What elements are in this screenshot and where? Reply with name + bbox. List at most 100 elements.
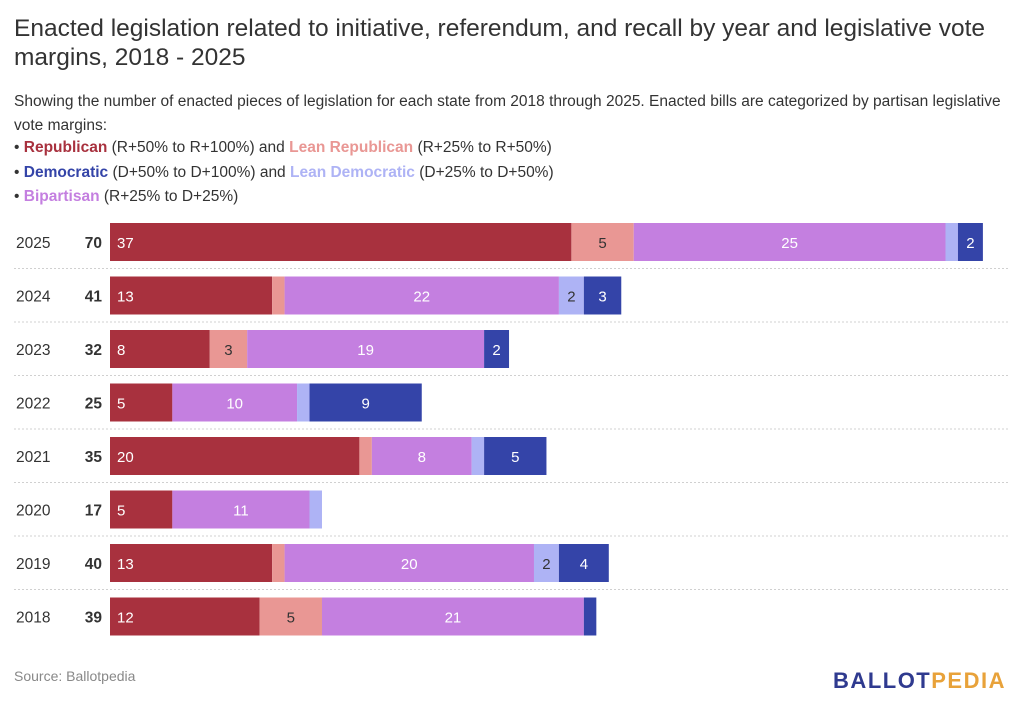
chart-title: Enacted legislation related to initiativ… [14, 15, 986, 71]
bar-segment-democratic [583, 597, 597, 636]
total-label: 17 [85, 503, 102, 520]
data-label: 20 [401, 556, 418, 573]
bar-segment-bipartisan [284, 544, 534, 582]
total-label: 39 [85, 610, 103, 627]
bar-segment-lean-democratic [471, 437, 485, 475]
bar-segment-bipartisan [284, 276, 559, 315]
source-note: Source: Ballotpedia [14, 668, 136, 684]
data-label: 20 [117, 449, 134, 466]
legend-item-republican: • Republican (R+50% to R+100%) and Lean … [14, 136, 554, 161]
data-label: 9 [361, 396, 369, 413]
data-label: 8 [418, 449, 426, 466]
bar-segment-lean-republican [359, 437, 372, 475]
data-label: 21 [445, 610, 462, 627]
bar-segment-bipartisan [321, 597, 584, 636]
bar-segment-bipartisan [172, 383, 298, 422]
bar-segment-republican [110, 544, 273, 582]
year-label: 2025 [16, 235, 50, 252]
data-label: 13 [117, 556, 134, 573]
data-label: 3 [598, 289, 606, 306]
logo-part-pedia: PEDIA [931, 668, 1006, 693]
bar-segment-lean-democratic [533, 544, 559, 582]
year-label: 2023 [16, 342, 50, 359]
bar-segment-democratic [583, 276, 622, 315]
bar-segment-lean-democratic [309, 490, 322, 529]
ballotpedia-logo: BALLOTPEDIA [833, 668, 1006, 694]
bar-segment-lean-republican [571, 223, 634, 261]
legend-bullet: • [14, 163, 20, 181]
total-label: 25 [85, 396, 103, 413]
year-label: 2022 [16, 396, 50, 413]
legend-bullet: • [14, 188, 20, 205]
bar-segment-democratic [484, 330, 510, 368]
legend-item-bipartisan: • Bipartisan (R+25% to D+25%) [14, 185, 554, 210]
bar-segment-lean-democratic [297, 383, 310, 422]
data-label: 10 [226, 396, 243, 413]
legend-key-bipartisan: Bipartisan [23, 188, 100, 205]
bar-segment-lean-republican [272, 544, 285, 582]
legend-key-lean-democratic: Lean Democratic [290, 163, 415, 181]
legend: • Republican (R+50% to R+100%) and Lean … [14, 136, 554, 210]
data-label: 25 [781, 235, 798, 252]
bar-segment-republican [110, 330, 210, 368]
bar-segment-democratic [484, 437, 547, 475]
bar-segment-bipartisan [172, 490, 310, 529]
bar-segment-bipartisan [247, 330, 485, 368]
bar-segment-lean-republican [209, 330, 248, 368]
bar-segment-republican [110, 597, 260, 636]
total-label: 41 [85, 289, 103, 306]
year-label: 2020 [16, 503, 51, 520]
legend-text: (R+50% to R+100%) and [107, 139, 290, 156]
bar-segment-lean-democratic [558, 276, 584, 315]
legend-key-republican: Republican [23, 139, 108, 156]
bar-segment-republican [110, 490, 173, 529]
bar-segment-lean-republican [272, 276, 285, 315]
legend-key-lean-republican: Lean Republican [289, 139, 414, 156]
bar-segment-bipartisan [633, 223, 946, 261]
bar-segment-lean-republican [259, 597, 322, 636]
legend-text: (R+25% to R+50%) [413, 139, 552, 156]
legend-item-democratic: • Democratic (D+50% to D+100%) and Lean … [14, 161, 554, 186]
data-label: 13 [117, 289, 134, 306]
bar-segment-republican [110, 383, 173, 422]
data-label: 8 [117, 342, 125, 359]
chart-subtitle: Showing the number of enacted pieces of … [14, 93, 1001, 134]
data-label: 2 [567, 289, 575, 306]
data-label: 19 [357, 342, 374, 359]
year-label: 2021 [16, 449, 50, 466]
legend-text: (D+25% to D+50%) [414, 163, 554, 181]
bar-segment-bipartisan [371, 437, 472, 475]
bar-segment-republican [110, 223, 572, 261]
data-label: 4 [580, 556, 588, 573]
data-label: 5 [117, 396, 125, 413]
year-label: 2024 [16, 289, 51, 306]
data-label: 22 [413, 289, 430, 306]
bar-segment-democratic [309, 383, 422, 422]
data-label: 12 [117, 610, 134, 627]
legend-key-democratic: Democratic [23, 163, 109, 181]
data-label: 2 [492, 342, 500, 359]
legend-text: (D+50% to D+100%) and [108, 163, 290, 181]
bar-segment-democratic [558, 544, 609, 582]
total-label: 70 [85, 235, 102, 252]
data-label: 37 [117, 235, 134, 252]
bar-segment-republican [110, 437, 360, 475]
total-label: 32 [85, 342, 102, 359]
data-label: 5 [287, 610, 295, 627]
data-label: 2 [966, 235, 974, 252]
legend-bullet: • [14, 139, 20, 156]
data-label: 2 [542, 556, 550, 573]
legend-text: (R+25% to D+25%) [99, 188, 239, 205]
bar-segment-lean-democratic [945, 223, 958, 261]
total-label: 35 [85, 449, 103, 466]
data-label: 11 [233, 503, 249, 520]
year-label: 2019 [16, 556, 50, 573]
data-label: 3 [224, 342, 232, 359]
year-label: 2018 [16, 610, 50, 627]
bar-segment-democratic [957, 223, 983, 261]
bar-segment-republican [110, 276, 273, 315]
data-label: 5 [598, 235, 606, 252]
data-label: 5 [117, 503, 125, 520]
data-label: 5 [511, 449, 519, 466]
